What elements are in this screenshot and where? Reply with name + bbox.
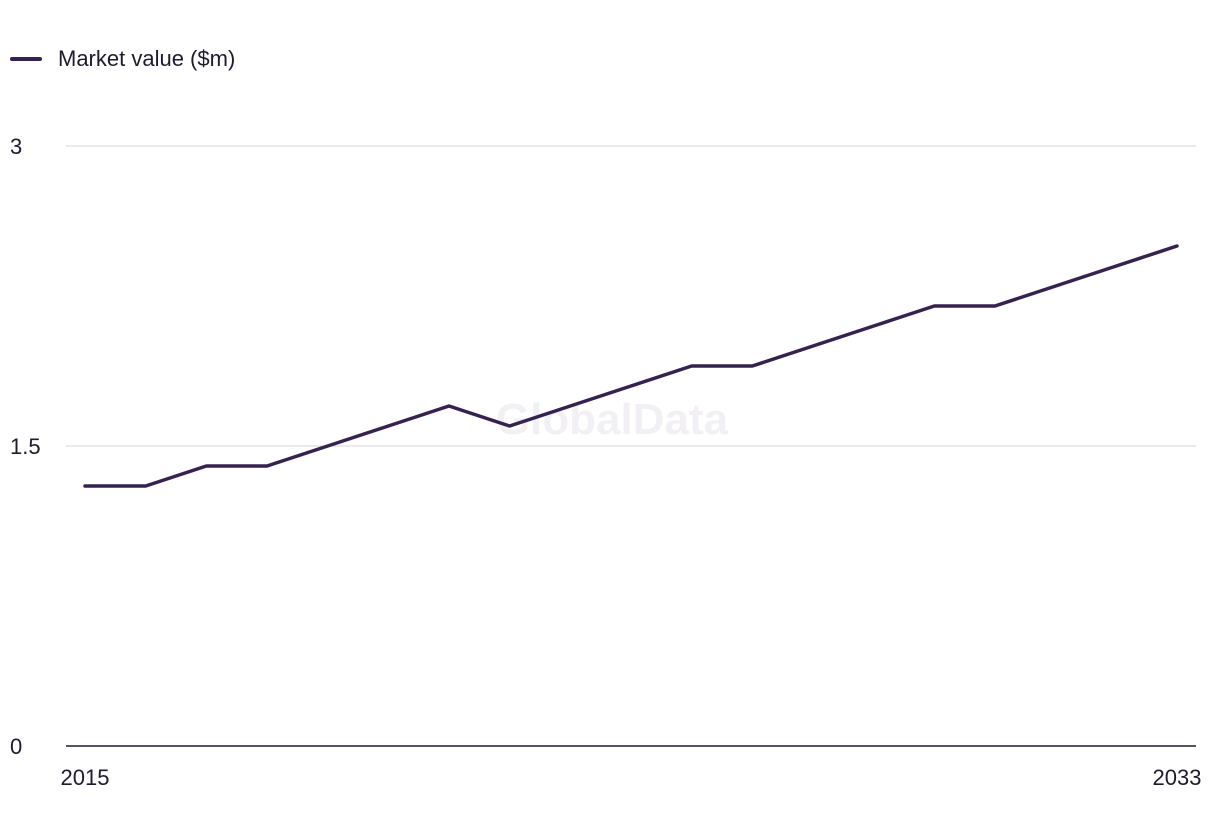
legend-label: Market value ($m) bbox=[58, 46, 236, 71]
legend-swatch bbox=[10, 57, 42, 61]
y-tick-label: 1.5 bbox=[10, 434, 41, 459]
x-tick-label: 2015 bbox=[61, 765, 110, 790]
gridlines bbox=[66, 145, 1196, 747]
x-axis-ticks: 2015 2033 bbox=[61, 765, 1202, 790]
y-tick-label: 3 bbox=[10, 134, 22, 159]
series-line-market-value bbox=[83, 244, 1179, 488]
legend: Market value ($m) bbox=[10, 46, 235, 72]
y-tick-label: 0 bbox=[10, 734, 22, 759]
series-group bbox=[83, 244, 1179, 488]
y-axis-ticks: 01.53 bbox=[10, 134, 41, 759]
x-tick-label: 2033 bbox=[1153, 765, 1202, 790]
